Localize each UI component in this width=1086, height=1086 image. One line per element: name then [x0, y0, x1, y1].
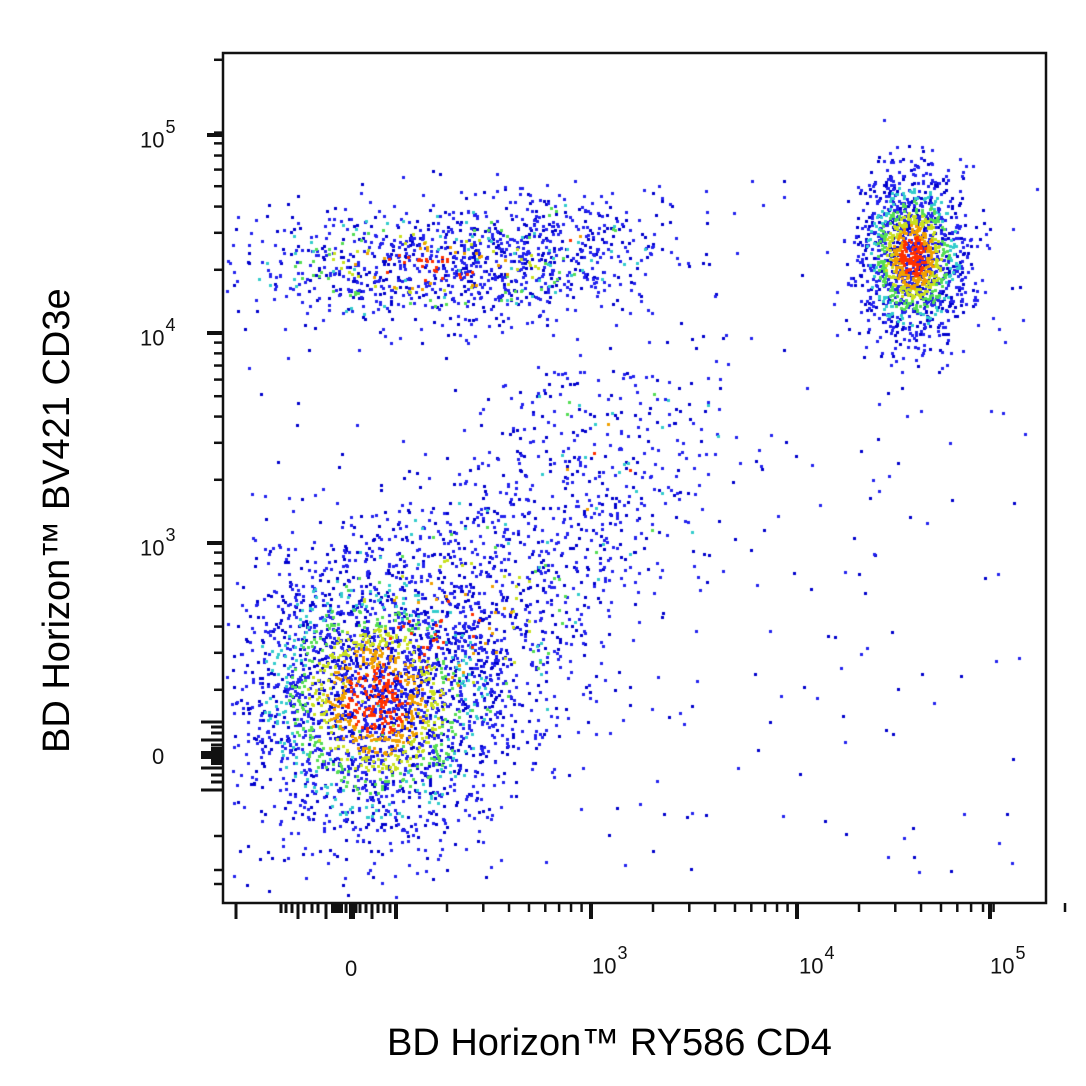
y-tick-label-1000: 103 — [140, 525, 176, 561]
x-tick-label-1000: 103 — [592, 943, 628, 979]
y-axis-title: BD Horizon™ BV421 CD3e — [36, 288, 78, 753]
y-tick-label-100000: 105 — [140, 117, 176, 153]
plot-frame — [221, 51, 1048, 905]
x-axis-title: BD Horizon™ RY586 CD4 — [387, 1022, 832, 1064]
y-tick-label-0: 0 — [152, 744, 165, 769]
x-tick-label-0: 0 — [345, 956, 358, 981]
x-tick-label-100000: 105 — [990, 943, 1026, 979]
x-tick-label-10000: 104 — [799, 943, 835, 979]
y-tick-label-10000: 104 — [140, 315, 176, 351]
